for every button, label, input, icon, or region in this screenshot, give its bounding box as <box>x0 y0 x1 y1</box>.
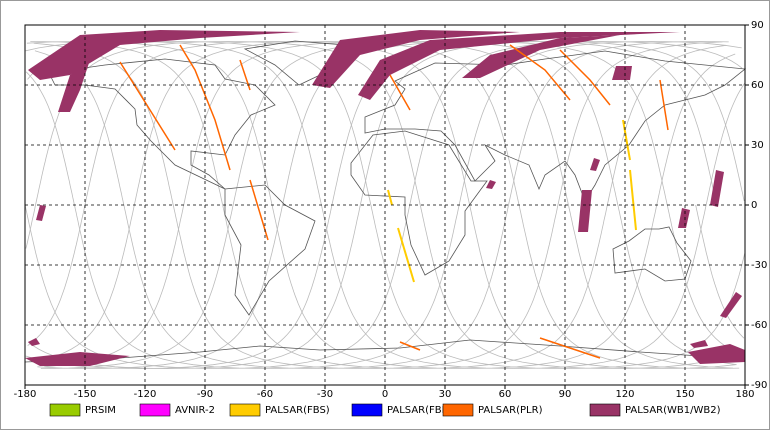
swath <box>28 30 300 80</box>
swath <box>486 180 496 189</box>
strip <box>119 61 176 151</box>
antarctica <box>24 339 746 363</box>
x-tick-label: 120 <box>615 389 634 400</box>
ground-track <box>518 204 740 370</box>
swath <box>25 352 130 366</box>
strip <box>559 49 611 106</box>
ground-track <box>25 40 421 249</box>
legend-label: PALSAR(FBS) <box>265 405 330 416</box>
y-tick-label: 90 <box>751 20 764 31</box>
strip <box>539 337 601 359</box>
legend-swatch <box>442 403 474 417</box>
swath <box>678 208 690 228</box>
strip <box>397 227 415 283</box>
x-tick-label: 0 <box>382 389 388 400</box>
australia <box>612 226 692 282</box>
swath <box>36 205 46 221</box>
strip <box>629 169 637 231</box>
strip <box>659 79 669 131</box>
x-tick-label: 150 <box>675 389 694 400</box>
swath <box>312 30 520 88</box>
swaths <box>25 30 745 366</box>
strip <box>399 341 421 351</box>
ground-track <box>30 41 223 206</box>
swath <box>720 292 742 318</box>
north-america <box>48 58 276 190</box>
ground-track <box>74 40 742 370</box>
ground-track <box>40 40 619 369</box>
strip-lines <box>119 44 669 359</box>
y-tick-label: -30 <box>751 260 767 271</box>
x-tick-label: -150 <box>74 389 97 400</box>
ground-track <box>666 204 738 353</box>
strip <box>509 44 571 101</box>
ground-track <box>25 40 322 206</box>
x-tick-label: -90 <box>197 389 213 400</box>
ground-track <box>123 40 729 370</box>
swath <box>690 340 708 348</box>
y-tick-label: 0 <box>751 200 757 211</box>
ground-track <box>26 40 273 206</box>
legend-swatch <box>139 403 171 417</box>
legend-label: PALSAR(PLR) <box>478 405 543 416</box>
swath <box>358 32 680 100</box>
y-tick-label: -90 <box>751 380 767 391</box>
ground-track <box>469 204 736 370</box>
legend-swatch <box>351 403 383 417</box>
coastlines <box>24 40 747 363</box>
swath <box>590 158 600 171</box>
swath <box>710 170 724 207</box>
ground-track <box>271 53 736 370</box>
ground-track <box>617 204 737 366</box>
ground-track <box>32 40 520 363</box>
strip <box>389 74 411 111</box>
ground-track <box>419 204 743 370</box>
legend-swatch <box>229 403 261 417</box>
ground-track <box>25 71 75 206</box>
x-tick-label: -30 <box>317 389 333 400</box>
y-tick-label: 30 <box>751 140 764 151</box>
swath <box>688 344 745 364</box>
swath <box>578 190 592 232</box>
x-tick-label: -60 <box>257 389 273 400</box>
ground-track <box>695 204 745 339</box>
x-tick-label: 60 <box>499 389 512 400</box>
legend-label: PRSIM <box>85 405 116 416</box>
legend-label: PALSAR(FBD) <box>387 405 453 416</box>
ground-track <box>172 41 723 370</box>
swath <box>58 60 90 112</box>
strip <box>179 44 231 171</box>
swath <box>612 66 632 80</box>
x-tick-label: -180 <box>14 389 37 400</box>
swath <box>462 35 620 78</box>
y-tick-label: 60 <box>751 80 764 91</box>
ground-track <box>27 40 470 346</box>
legend-swatch <box>49 403 81 417</box>
ground-track <box>222 44 727 370</box>
ground-track <box>568 204 734 369</box>
x-tick-label: -120 <box>134 389 157 400</box>
plot-border <box>24 24 746 386</box>
swath <box>28 338 40 346</box>
legend-label: AVNIR-2 <box>175 405 215 416</box>
ground-track <box>33 42 174 206</box>
x-tick-label: 30 <box>439 389 452 400</box>
ground-track <box>321 82 746 370</box>
strip <box>622 119 631 161</box>
legend-swatch <box>589 403 621 417</box>
ground-track <box>27 40 745 370</box>
eurasia <box>364 50 747 202</box>
ground-track <box>24 40 743 370</box>
legend-label: PALSAR(WB1/WB2) <box>625 405 721 416</box>
y-tick-label: -60 <box>751 320 767 331</box>
south-america <box>224 184 316 316</box>
strip <box>387 189 393 206</box>
ground-track <box>25 40 717 370</box>
x-tick-label: 180 <box>735 389 754 400</box>
africa <box>350 130 488 276</box>
ground-track <box>44 40 569 368</box>
x-tick-label: 90 <box>559 389 572 400</box>
